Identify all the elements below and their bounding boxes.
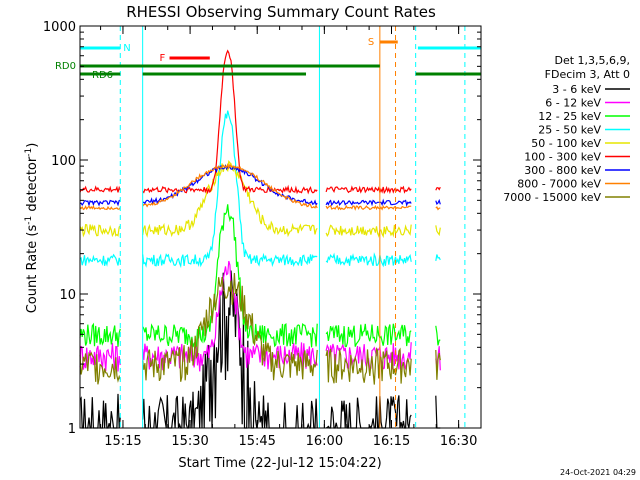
y-axis-label: Count Rate (s-1 detector-1) (24, 143, 40, 314)
x-axis: 15:15 15:30 15:45 16:00 16:15 16:30 (100, 26, 477, 449)
legend-label: 12 - 25 keV (538, 110, 601, 123)
flag-label-rd0: RD0 (55, 61, 76, 72)
x-tick-label: 16:15 (373, 434, 410, 449)
timestamp: 24-Oct-2021 04:29 (560, 468, 636, 477)
x-tick-label: 15:45 (238, 434, 275, 449)
series-line (79, 272, 441, 385)
legend-label: 3 - 6 keV (552, 83, 601, 96)
legend-header-1: Det 1,3,5,6,9, (554, 54, 630, 67)
x-axis-label: Start Time (22-Jul-12 15:04:22) (178, 456, 381, 471)
series-line (79, 163, 441, 211)
legend-label: 7000 - 15000 keV (503, 191, 601, 204)
flag-label-saa: S (368, 37, 374, 48)
series-line (79, 160, 441, 239)
x-tick-label: 15:15 (104, 434, 141, 449)
series-line (79, 260, 441, 372)
flag-label-night: N (123, 43, 130, 54)
y-axis-label-end: ) (25, 143, 40, 148)
series-line (79, 164, 441, 208)
y-axis-label-sup1: -1 (24, 216, 34, 225)
y-axis-label-mid: detector (25, 156, 40, 216)
legend-label: 300 - 800 keV (524, 164, 601, 177)
legend-label: 50 - 100 keV (531, 137, 601, 150)
y-tick-label: 10 (59, 288, 76, 303)
series-line (79, 110, 441, 269)
y-axis-label-main: Count Rate (s (25, 225, 40, 314)
flag-label-rd6: RD6 (92, 70, 113, 81)
y-axis: 1 10 100 1000 (43, 20, 481, 437)
flag-label-flare: F (160, 53, 166, 64)
x-tick-label: 15:30 (171, 434, 208, 449)
y-tick-label: 1000 (43, 20, 76, 35)
flag-layer: N F S RD0 RD6 (55, 26, 481, 428)
plot-frame (79, 25, 482, 429)
y-tick-label: 100 (51, 154, 76, 169)
y-axis-label-sup2: -1 (24, 148, 34, 157)
x-tick-label: 16:30 (440, 434, 477, 449)
series-line (79, 49, 441, 195)
series-layer (79, 49, 441, 430)
series-line (79, 204, 441, 348)
legend-label: 25 - 50 keV (538, 124, 601, 137)
legend-header-2: FDecim 3, Att 0 (545, 68, 630, 81)
chart-title: RHESSI Observing Summary Count Rates (126, 3, 436, 21)
legend-label: 6 - 12 keV (545, 97, 601, 110)
legend-label: 100 - 300 keV (524, 151, 601, 164)
legend-label: 800 - 7000 keV (517, 178, 601, 191)
legend: Det 1,3,5,6,9, FDecim 3, Att 0 3 - 6 keV… (503, 54, 630, 204)
y-tick-label: 1 (68, 422, 76, 437)
x-tick-label: 16:00 (306, 434, 343, 449)
